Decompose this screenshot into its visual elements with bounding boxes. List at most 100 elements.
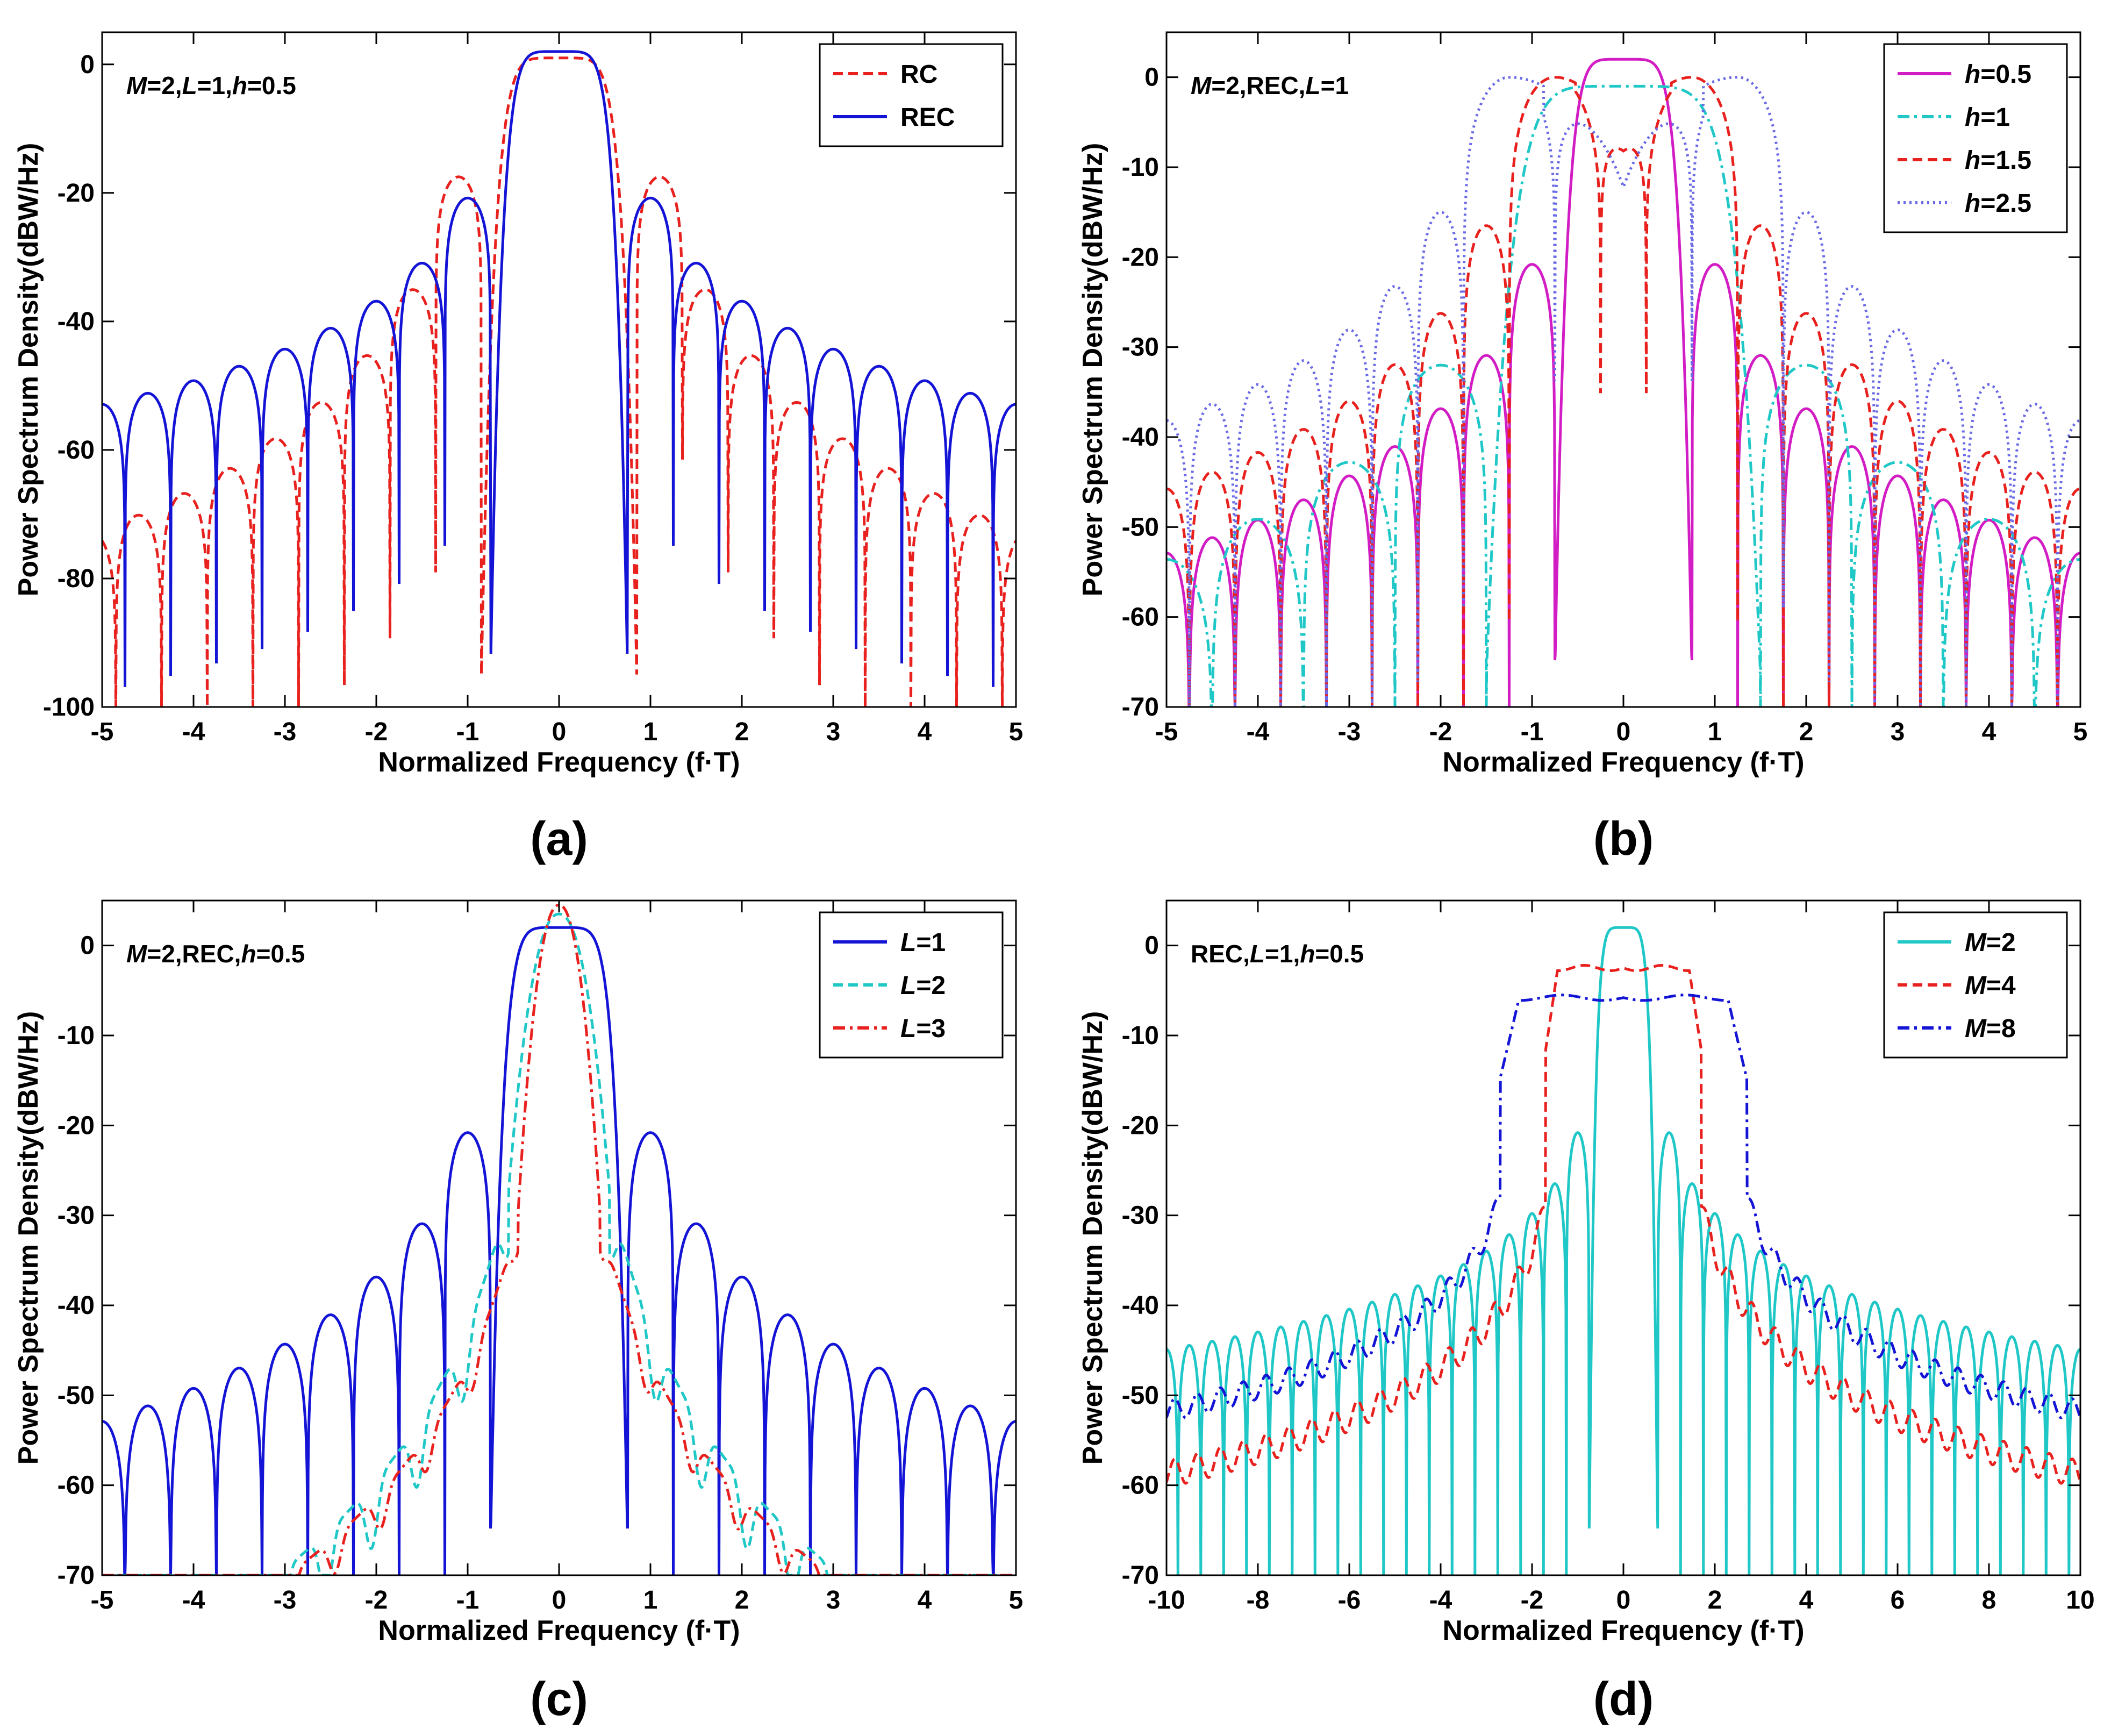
legend-label: M=2 <box>1965 928 2016 957</box>
legend-label: M=8 <box>1965 1015 2016 1043</box>
legend-box <box>819 43 1004 147</box>
x-tick-label: -4 <box>182 718 205 746</box>
x-tick-label: 3 <box>826 1586 841 1614</box>
x-tick-label: 6 <box>1891 1586 1905 1614</box>
y-tick-label: -60 <box>1122 603 1159 632</box>
x-tick-label: -2 <box>1521 1586 1544 1614</box>
y-tick-label: -100 <box>43 693 95 721</box>
y-tick-label: -80 <box>58 565 95 593</box>
y-tick-label: -60 <box>58 436 95 465</box>
y-tick-label: -20 <box>58 1111 95 1140</box>
y-axis-label: Power Spectrum Density(dBW/Hz) <box>13 143 44 597</box>
legend-label: h=2.5 <box>1965 189 2031 218</box>
y-tick-label: -50 <box>58 1381 95 1410</box>
y-tick-label: 0 <box>1144 932 1159 960</box>
series-line-b-3 <box>1166 76 2080 707</box>
x-tick-label: -2 <box>1429 718 1452 746</box>
y-tick-label: -50 <box>1122 513 1159 541</box>
legend-a: RC REC <box>819 43 1004 147</box>
series-line-a-0 <box>102 56 1016 707</box>
series-line-b-1 <box>1166 84 2080 707</box>
chart-panel-a: -5 -4 -3 -2 -1 0 1 2 3 4 5 0 -20 -40 -60 -80 -100 Normali… <box>13 31 1023 865</box>
x-tick-label: 4 <box>918 1586 932 1614</box>
y-tick-label: -40 <box>58 308 95 336</box>
panel-caption: (a) <box>530 812 588 865</box>
x-tick-label: 4 <box>1799 1586 1814 1614</box>
y-tick-label: -10 <box>1122 1021 1159 1050</box>
panel-caption: (b) <box>1593 812 1654 865</box>
x-tick-label: -2 <box>365 718 388 746</box>
x-tick-label: 4 <box>1982 718 1996 746</box>
y-tick-label: 0 <box>1144 63 1159 92</box>
x-tick-label: 2 <box>735 718 749 746</box>
y-tick-label: -40 <box>1122 1291 1159 1320</box>
legend-b: h=0.5 h=1 h=1.5 h=2.5 <box>1883 43 2068 233</box>
legend-box <box>1883 911 2068 1059</box>
x-tick-label: 3 <box>826 718 841 746</box>
y-tick-label: -20 <box>58 179 95 208</box>
y-tick-label: -70 <box>1122 693 1159 721</box>
y-tick-label: -20 <box>1122 1111 1159 1140</box>
y-tick-label: -10 <box>58 1021 95 1050</box>
series-line-c-1 <box>102 912 1016 1575</box>
x-tick-label: 0 <box>1616 718 1631 746</box>
x-tick-label: -3 <box>274 718 297 746</box>
y-tick-label: -30 <box>1122 333 1159 362</box>
y-tick-label: 0 <box>80 932 95 960</box>
x-tick-label: 5 <box>2073 718 2088 746</box>
x-tick-label: -4 <box>1247 718 1270 746</box>
x-axis-label: Normalized Frequency (f·T) <box>378 1615 740 1646</box>
legend-c: L=1 L=2 L=3 <box>819 911 1004 1059</box>
x-tick-label: -6 <box>1338 1586 1361 1614</box>
x-tick-label: 1 <box>643 718 658 746</box>
y-tick-label: -30 <box>58 1202 95 1230</box>
legend-label: h=0.5 <box>1965 60 2031 89</box>
x-tick-label: -5 <box>91 1586 114 1614</box>
x-tick-label: -2 <box>365 1586 388 1614</box>
y-tick-label: -40 <box>1122 423 1159 452</box>
chart-panel-c: -5 -4 -3 -2 -1 0 1 2 3 4 50-10-20-30-40-50-60-70No… <box>13 899 1024 1725</box>
y-tick-label: -60 <box>58 1471 95 1500</box>
y-axis-label: Power Spectrum Density(dBW/Hz) <box>1077 1011 1108 1465</box>
legend-label: L=2 <box>900 971 946 1000</box>
x-tick-label: -4 <box>182 1586 205 1614</box>
y-tick-label: -70 <box>1122 1561 1159 1590</box>
legend-label: L=1 <box>900 928 946 957</box>
y-tick-label: -70 <box>58 1561 95 1590</box>
chart-panel-b: -5 -4 -3 -2 -1 0 1 2 3 4 50-10-20-30-40-50-60-70No… <box>1077 31 2088 865</box>
x-tick-label: 10 <box>2066 1586 2094 1614</box>
panel-caption: (d) <box>1593 1672 1654 1725</box>
x-tick-label: 5 <box>1009 1586 1024 1614</box>
x-tick-label: 0 <box>1616 1586 1631 1614</box>
y-tick-label: 0 <box>80 51 95 79</box>
x-axis-label: Normalized Frequency (f·T) <box>1442 747 1804 778</box>
x-tick-label: 0 <box>552 1586 567 1614</box>
panel-annotation: M=2,L=1,h=0.5 <box>126 72 296 99</box>
x-axis-label: Normalized Frequency (f·T) <box>1442 1615 1804 1646</box>
x-tick-label: -4 <box>1429 1586 1452 1614</box>
panel-annotation: M=2,REC,h=0.5 <box>126 940 305 968</box>
x-tick-label: -3 <box>274 1586 297 1614</box>
x-tick-label: 2 <box>735 1586 749 1614</box>
x-tick-label: -5 <box>91 718 114 746</box>
legend-label: RC <box>900 60 938 89</box>
x-tick-label: 1 <box>643 1586 658 1614</box>
x-tick-label: -10 <box>1148 1586 1185 1614</box>
x-axis-label: Normalized Frequency (f·T) <box>378 747 740 778</box>
x-tick-label: 0 <box>552 718 567 746</box>
x-tick-label: -3 <box>1338 718 1361 746</box>
legend-label: L=3 <box>900 1015 946 1043</box>
x-tick-label: -8 <box>1247 1586 1270 1614</box>
panel-annotation: REC,L=1,h=0.5 <box>1191 940 1364 968</box>
y-tick-label: -40 <box>58 1291 95 1320</box>
y-tick-label: -50 <box>1122 1381 1159 1410</box>
legend-label: h=1.5 <box>1965 146 2031 175</box>
series-line-a-1 <box>102 50 1016 687</box>
series-line-d-0 <box>1166 926 2080 1575</box>
x-tick-label: 3 <box>1891 718 1905 746</box>
x-tick-label: 8 <box>1982 1586 1996 1614</box>
x-tick-label: 4 <box>918 718 932 746</box>
x-tick-label: 2 <box>1799 718 1814 746</box>
y-tick-label: -60 <box>1122 1471 1159 1500</box>
